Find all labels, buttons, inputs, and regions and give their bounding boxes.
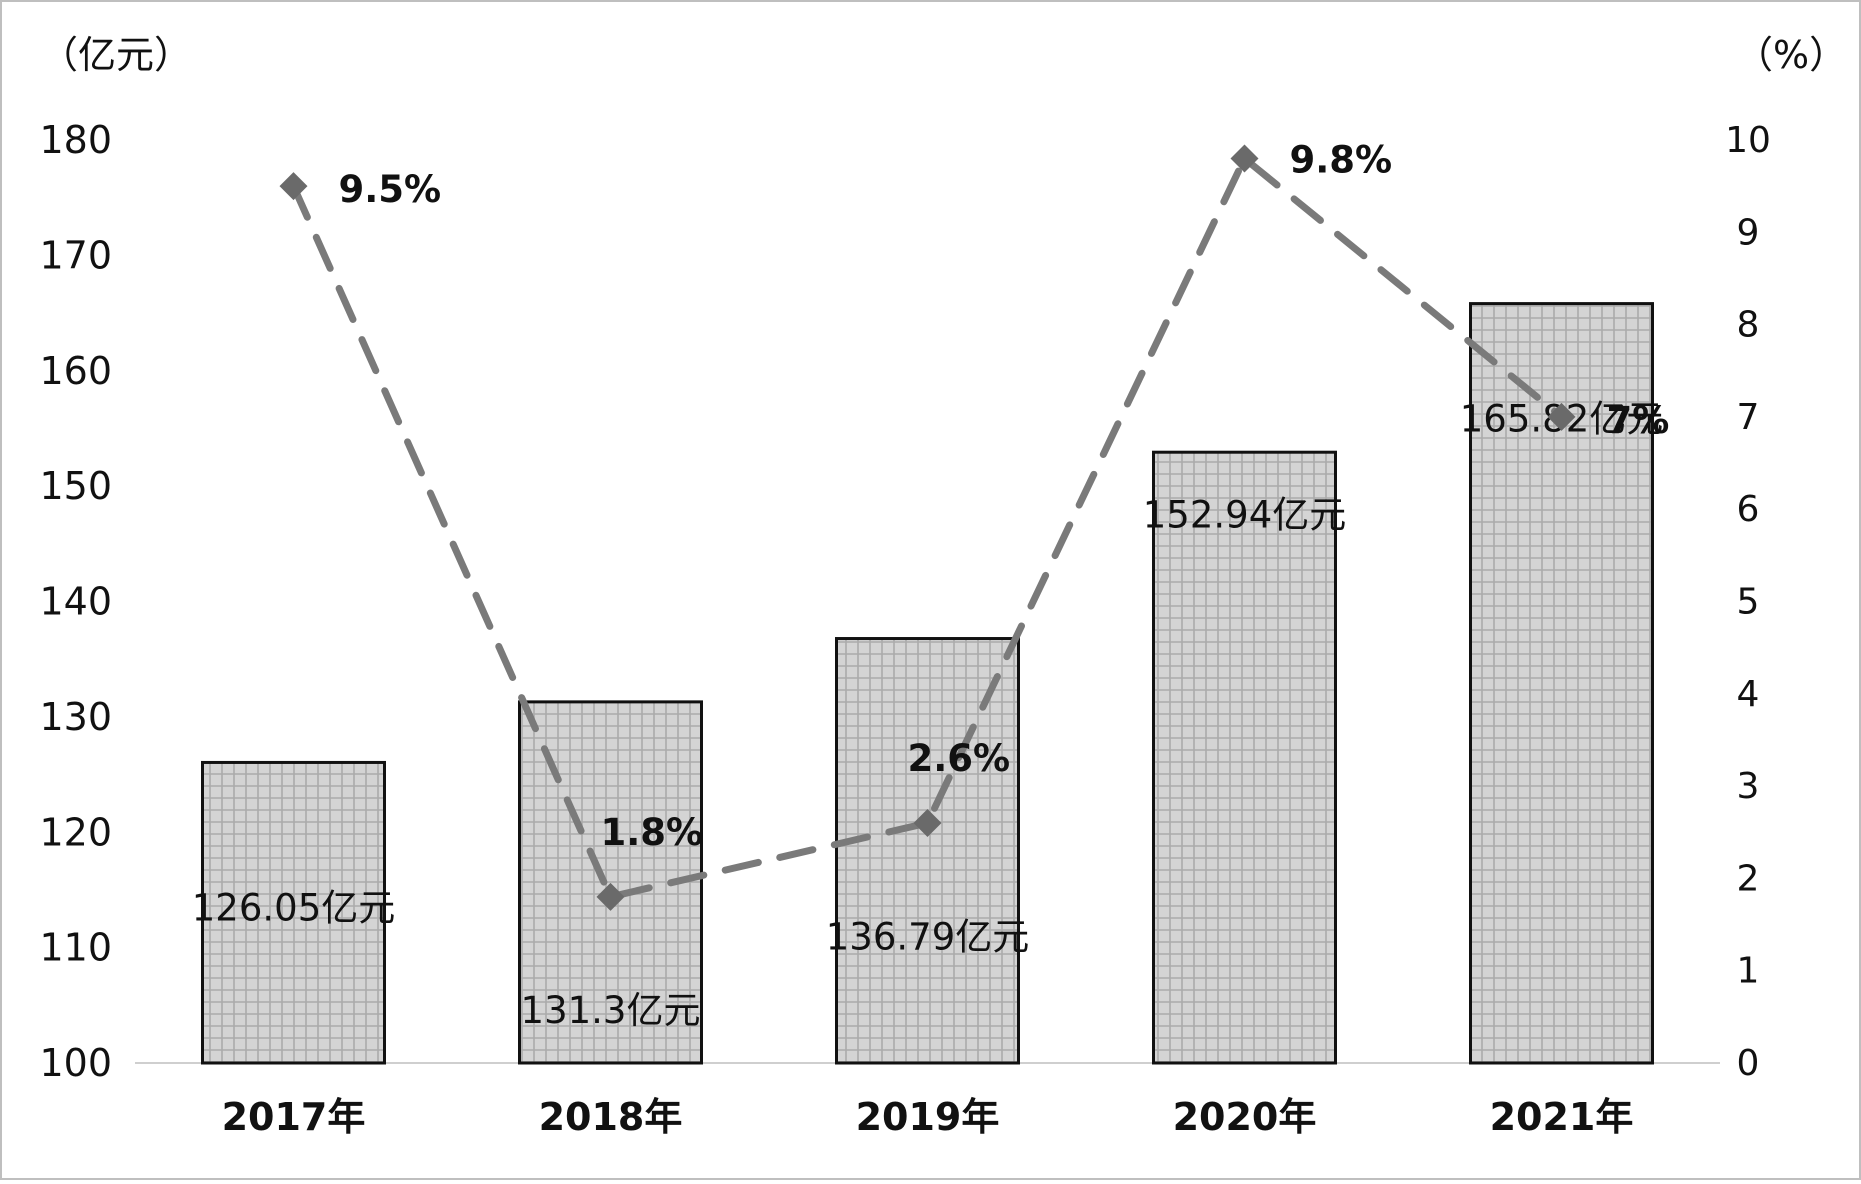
left-tick-label: 100: [39, 1041, 112, 1085]
growth-line: [290, 152, 1565, 901]
line-series: 9.5% 1.8% 2.6% 9.8% 7%: [279, 138, 1670, 911]
line-marker: [1230, 144, 1259, 173]
category-label: 2017年: [222, 1095, 366, 1139]
bar-value-label: 136.79亿元: [826, 916, 1029, 959]
right-tick-label: 7: [1737, 397, 1760, 438]
right-tick-label: 10: [1725, 120, 1771, 161]
right-tick-label: 3: [1737, 766, 1760, 807]
right-tick-label: 4: [1737, 674, 1760, 715]
line-value-label: 9.5%: [339, 168, 442, 211]
line-marker: [596, 882, 625, 911]
right-tick-label: 1: [1737, 951, 1760, 992]
bar-value-label: 131.3亿元: [521, 989, 701, 1032]
right-tick-label: 0: [1737, 1043, 1760, 1084]
category-label: 2020年: [1173, 1095, 1317, 1139]
line-marker: [279, 172, 308, 201]
category-labels: 2017年 2018年 2019年 2020年 2021年: [222, 1095, 1634, 1139]
bar: [835, 637, 1020, 1065]
category-label: 2021年: [1490, 1095, 1634, 1139]
right-tick-label: 2: [1737, 858, 1760, 899]
left-axis-unit: （亿元）: [40, 33, 192, 77]
bar-value-label: 126.05亿元: [192, 887, 395, 930]
left-tick-label: 160: [39, 349, 112, 393]
right-tick-label: 6: [1737, 489, 1760, 530]
left-tick-label: 150: [39, 464, 112, 508]
left-axis-ticks: 100 110 120 130 140 150 160 170 180: [39, 118, 112, 1085]
line-value-label: 2.6%: [908, 737, 1011, 780]
left-tick-label: 120: [39, 810, 112, 854]
left-tick-label: 170: [39, 233, 112, 277]
line-marker: [1547, 402, 1576, 431]
line-value-label: 7%: [1607, 399, 1670, 442]
category-label: 2019年: [856, 1095, 1000, 1139]
left-tick-label: 110: [39, 926, 112, 970]
right-axis-ticks: 0 1 2 3 4 5 6 7 8 9 10: [1725, 120, 1771, 1084]
right-tick-label: 9: [1737, 212, 1760, 253]
left-tick-label: 140: [39, 580, 112, 624]
line-value-label: 1.8%: [601, 811, 704, 854]
line-value-label: 9.8%: [1290, 138, 1393, 181]
left-tick-label: 130: [39, 695, 112, 739]
right-axis-unit: （%）: [1735, 33, 1847, 77]
left-tick-label: 180: [39, 118, 112, 162]
line-marker: [913, 809, 942, 838]
category-label: 2018年: [539, 1095, 683, 1139]
bar: [201, 760, 386, 1065]
bar-value-label: 152.94亿元: [1143, 493, 1346, 536]
right-tick-label: 5: [1737, 582, 1760, 623]
bar: [1152, 450, 1337, 1065]
right-tick-label: 8: [1737, 305, 1760, 346]
